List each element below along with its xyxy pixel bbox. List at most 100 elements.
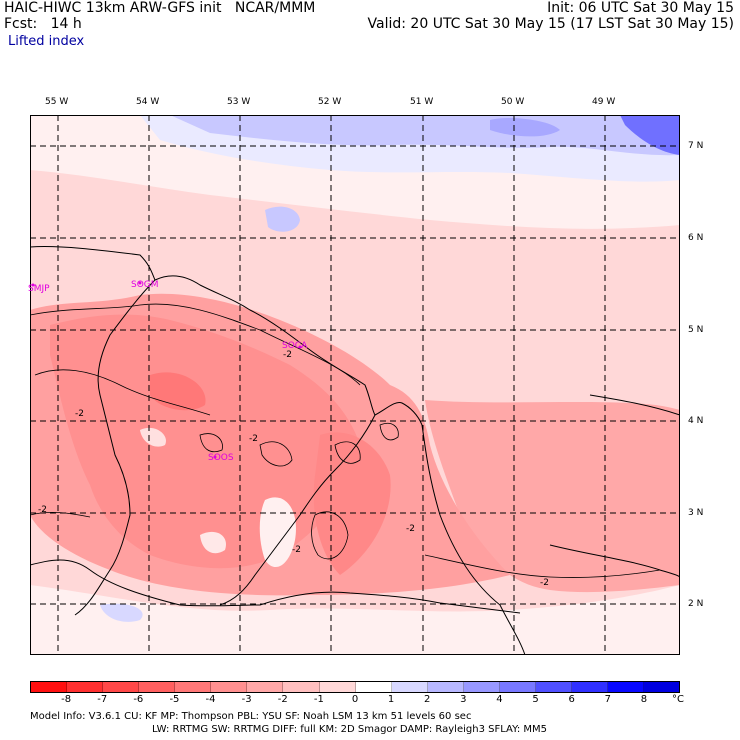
- lat-label-6n: 6 N: [688, 233, 704, 243]
- coastline: [30, 246, 526, 655]
- lifted-index-map: [30, 115, 680, 655]
- coast-north-brazil: [589, 394, 680, 416]
- contour-minus2-e: [334, 441, 361, 464]
- model-info-line1: Model Info: V3.6.1 CU: KF MP: Thompson P…: [30, 711, 472, 722]
- colorbar-tick-label: 3: [460, 694, 467, 705]
- zone-li-minus3-c: [150, 372, 206, 411]
- field-name: Lifted index: [8, 34, 85, 49]
- station-marker-soca: [298, 345, 302, 349]
- zone-stable-ne: [620, 115, 680, 155]
- lat-label-4n: 4 N: [688, 416, 704, 426]
- colorbar-swatch: [355, 682, 392, 692]
- contour-label: -2: [540, 578, 549, 588]
- colorbar-tick-label: 1: [387, 694, 395, 705]
- zone-stable-north-strong: [170, 115, 680, 156]
- colorbar-swatch: [31, 682, 68, 692]
- colorbar-tick-label: 8: [640, 694, 648, 705]
- contour-minus2-h: [311, 511, 349, 560]
- colorbar-tick-label: 6: [568, 694, 575, 705]
- lat-label-3n: 3 N: [688, 508, 704, 518]
- colorbar-tick-label: 2: [424, 694, 431, 705]
- colorbar-swatch: [319, 682, 356, 692]
- colorbar-tick-label: -7: [97, 694, 108, 705]
- colorbar-unit: °C: [672, 694, 684, 705]
- colorbar-swatch: [571, 682, 608, 692]
- contour-minus2-a: [30, 303, 361, 386]
- colorbar-tick-label: -4: [205, 694, 216, 705]
- zone-li-minus3-b: [313, 432, 391, 575]
- contour-label: -2: [75, 409, 84, 419]
- valid-time: Valid: 20 UTC Sat 30 May 15 (17 LST Sat …: [367, 16, 734, 32]
- forecast-hour: Fcst: 14 h: [4, 16, 82, 32]
- contour-label: -2: [38, 505, 47, 515]
- contour-label: -2: [406, 524, 415, 534]
- colorbar-swatch: [139, 682, 176, 692]
- colorbar-tick-label: -8: [61, 694, 72, 705]
- lat-lon-grid: [30, 115, 680, 655]
- station-marker-smjp: [31, 283, 35, 287]
- colorbar-swatch: [499, 682, 536, 692]
- lon-label-54w: 54 W: [136, 97, 160, 107]
- lon-label-50w: 50 W: [501, 97, 525, 107]
- colorbar-swatch: [427, 682, 464, 692]
- colorbar-swatch: [608, 682, 645, 692]
- colorbar-swatch: [283, 682, 320, 692]
- coast-amazon-mouth: [549, 544, 680, 578]
- colorbar-swatch: [175, 682, 212, 692]
- colorbar-swatch: [247, 682, 284, 692]
- colorbar: [30, 681, 680, 693]
- colorbar-swatch: [211, 682, 248, 692]
- lon-label-55w: 55 W: [45, 97, 69, 107]
- zone-neutral-pocket-1: [259, 497, 296, 568]
- colorbar-swatch: [103, 682, 140, 692]
- colorbar-tick-label: 7: [604, 694, 611, 705]
- contour-minus2-d: [199, 433, 223, 453]
- zone-stable-patch: [265, 206, 300, 232]
- colorbar-tick-label: -1: [313, 694, 324, 705]
- lon-label-53w: 53 W: [227, 97, 251, 107]
- station-label-soos: SOOS: [208, 453, 234, 463]
- colorbar-swatch: [463, 682, 500, 692]
- station-label-smjp: SMJP: [28, 284, 50, 294]
- lat-label-5n: 5 N: [688, 325, 704, 335]
- header-title: HAIC-HIWC 13km ARW-GFS init NCAR/MMM: [4, 0, 316, 16]
- station-marker-sogm: [138, 281, 142, 285]
- colorbar-swatch: [67, 682, 104, 692]
- model-info-line2: LW: RRTMG SW: RRTMG DIFF: full KM: 2D Sm…: [152, 724, 548, 735]
- map-frame: [30, 115, 680, 655]
- contour-label: -2: [292, 545, 301, 555]
- zone-stable-south: [100, 603, 143, 622]
- border-brazil-north: [30, 559, 521, 614]
- init-time: Init: 06 UTC Sat 30 May 15: [547, 0, 734, 16]
- border-suriname-french-guiana: [219, 414, 376, 606]
- lon-label-52w: 52 W: [318, 97, 342, 107]
- lon-label-51w: 51 W: [410, 97, 434, 107]
- zone-neutral-pocket-2: [200, 531, 226, 554]
- colorbar-tick-label: -2: [277, 694, 288, 705]
- station-label-soca: SOCA: [282, 341, 308, 351]
- lat-label-2n: 2 N: [688, 599, 704, 609]
- lon-label-49w: 49 W: [592, 97, 616, 107]
- zone-li-minus2-east: [425, 400, 680, 593]
- colorbar-swatch: [391, 682, 428, 692]
- zone-stable-patch-2: [490, 118, 560, 137]
- li-contours: [30, 303, 661, 578]
- border-guyana-suriname: [74, 279, 156, 616]
- contour-minus2-g: [424, 554, 661, 578]
- station-label-sogm: SOGM: [131, 280, 159, 290]
- lat-label-7n: 7 N: [688, 141, 704, 151]
- zone-neutral-pocket-3: [140, 427, 166, 447]
- station-marker-soos: [213, 455, 217, 459]
- station-markers: [31, 281, 302, 459]
- colorbar-swatch: [535, 682, 572, 692]
- colorbar-tick-label: -3: [241, 694, 252, 705]
- contour-minus2-f: [379, 422, 399, 441]
- colorbar-swatch: [644, 682, 680, 692]
- colorbar-tick-label: -5: [169, 694, 180, 705]
- contour-label: -2: [249, 434, 258, 444]
- contour-minus2-c: [259, 441, 293, 467]
- coastlines-borders: [30, 246, 680, 655]
- colorbar-tick-label: -6: [133, 694, 144, 705]
- colorbar-tick-label: 4: [496, 694, 503, 705]
- colorbar-tick-label: 0: [351, 694, 359, 705]
